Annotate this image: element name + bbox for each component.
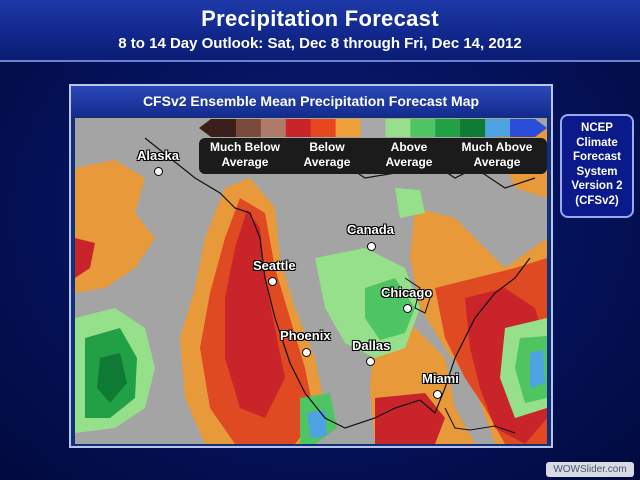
legend-swatch	[310, 119, 337, 137]
title-band: Precipitation Forecast 8 to 14 Day Outlo…	[0, 0, 640, 62]
legend-below: Below Average	[291, 140, 363, 170]
page-subtitle: 8 to 14 Day Outlook: Sat, Dec 8 through …	[118, 35, 522, 52]
legend-swatch	[211, 119, 237, 137]
region-above-midwest	[365, 278, 415, 340]
legend-above-line2: Average	[385, 155, 433, 169]
legend-swatch	[485, 119, 511, 137]
legend-arrow-right	[535, 119, 547, 137]
legend-much-above-line2: Average	[473, 155, 521, 169]
region-above-canada	[395, 188, 425, 218]
ncep-line-1: NCEP	[581, 122, 613, 134]
city-label-miami: Miami	[422, 371, 459, 386]
legend-much-below-line2: Average	[221, 155, 269, 169]
legend-swatch	[335, 119, 362, 137]
ncep-line-2: Climate	[576, 136, 618, 149]
region-much-below-far-west	[75, 238, 95, 278]
precipitation-map: Much Below Average Below Average Above A…	[75, 118, 547, 444]
city-marker-alaska	[154, 167, 163, 176]
legend-much-above-line1: Much Above	[461, 140, 533, 154]
city-label-seattle: Seattle	[253, 258, 296, 273]
legend-swatch	[260, 119, 287, 137]
legend-much-above: Much Above Average	[449, 140, 545, 170]
legend-swatch	[285, 119, 312, 137]
ncep-line-5: Version 2	[571, 180, 623, 192]
legend-arrow-left	[199, 119, 211, 137]
page-title: Precipitation Forecast	[201, 6, 439, 31]
legend-below-line2: Average	[303, 155, 351, 169]
city-label-alaska: Alaska	[137, 148, 179, 163]
map-legend: Much Below Average Below Average Above A…	[199, 118, 547, 178]
watermark: WOWSlider.com	[546, 462, 634, 477]
region-much-above-pacific	[97, 353, 127, 403]
ncep-line-3: Forecast	[573, 151, 621, 163]
city-label-canada: Canada	[347, 222, 394, 237]
map-header: CFSv2 Ensemble Mean Precipitation Foreca…	[71, 86, 551, 116]
legend-label-box	[199, 138, 547, 174]
city-marker-chicago	[403, 304, 412, 313]
legend-swatch	[435, 119, 461, 137]
legend-swatch	[235, 119, 262, 137]
region-below-west-pacific	[75, 160, 155, 293]
city-marker-dallas	[366, 357, 375, 366]
legend-above-line1: Above	[390, 140, 428, 154]
legend-above: Above Average	[373, 140, 445, 170]
city-marker-seattle	[268, 277, 277, 286]
city-marker-canada	[367, 242, 376, 251]
city-label-phoenix: Phoenix	[280, 328, 331, 343]
legend-colorbar	[199, 119, 547, 137]
city-marker-miami	[433, 390, 442, 399]
map-panel: CFSv2 Ensemble Mean Precipitation Foreca…	[69, 84, 553, 448]
city-label-chicago: Chicago	[381, 285, 433, 300]
caribbean-outline	[444, 407, 516, 434]
region-much-above-mexico	[307, 410, 327, 438]
legend-much-below-line1: Much Below	[209, 140, 280, 154]
city-label-dallas: Dallas	[352, 338, 391, 353]
legend-swatch	[360, 119, 386, 137]
legend-below-line1: Below	[309, 140, 345, 154]
legend-swatch	[510, 119, 536, 137]
legend-much-below: Much Below Average	[199, 140, 291, 170]
legend-swatch	[410, 119, 436, 137]
region-much-below-core-west	[225, 210, 285, 418]
legend-swatch	[385, 119, 411, 137]
city-marker-phoenix	[302, 348, 311, 357]
legend-swatches	[211, 119, 536, 137]
ncep-info-box: NCEP Climate Forecast System Version 2 (…	[560, 114, 634, 218]
ncep-line-4: System	[576, 165, 618, 178]
great-lakes-outline	[404, 277, 431, 314]
ncep-line-6: (CFSv2)	[575, 194, 619, 207]
region-much-above-atlantic	[530, 350, 545, 388]
north-america-coastline	[144, 137, 531, 429]
legend-swatch	[460, 119, 486, 137]
